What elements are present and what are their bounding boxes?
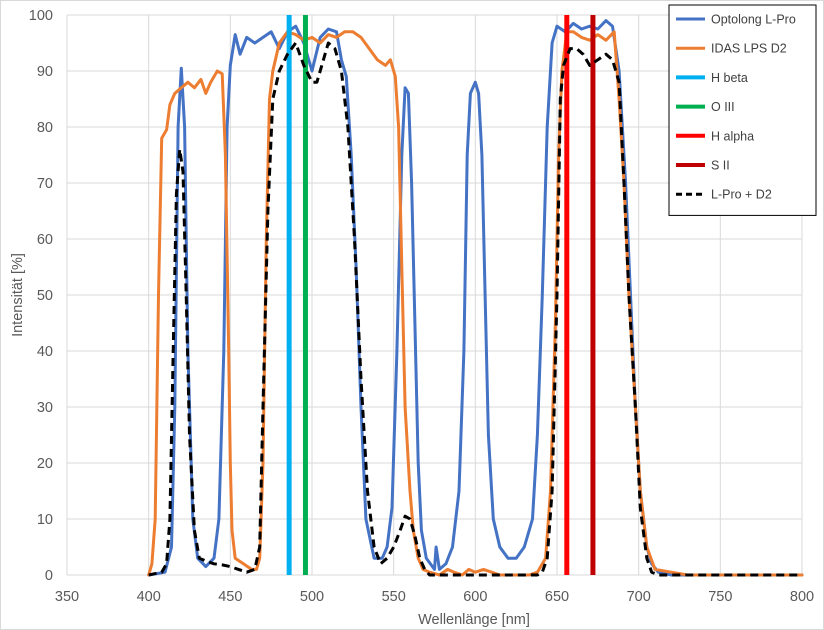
y-tick-label: 10 <box>37 512 53 528</box>
y-tick-label: 30 <box>37 400 53 416</box>
y-tick-label: 80 <box>37 120 53 136</box>
legend-label: L-Pro + D2 <box>711 188 772 202</box>
series-line-idas-lps-d2 <box>147 30 804 577</box>
x-tick-label: 400 <box>137 589 161 605</box>
series-lines <box>147 15 804 577</box>
y-axis-title: Intensität [%] <box>10 253 26 337</box>
legend-label: H alpha <box>711 129 754 143</box>
y-tick-label: 90 <box>37 64 53 80</box>
x-tick-label: 700 <box>627 589 651 605</box>
y-tick-label: 100 <box>29 8 53 24</box>
y-tick-label: 40 <box>37 344 53 360</box>
x-tick-label: 800 <box>790 589 814 605</box>
series-line-l-pro-d2 <box>148 41 802 577</box>
y-tick-label: 0 <box>45 568 53 584</box>
x-tick-label: 350 <box>55 589 79 605</box>
legend-label: O III <box>711 100 735 114</box>
series-line-optolong-l-pro <box>147 19 804 577</box>
y-tick-label: 70 <box>37 176 53 192</box>
legend-label: H beta <box>711 71 748 85</box>
x-tick-label: 650 <box>545 589 569 605</box>
y-tick-label: 50 <box>37 288 53 304</box>
x-tick-label: 600 <box>463 589 487 605</box>
x-axis-title: Wellenlänge [nm] <box>418 612 530 628</box>
x-tick-label: 750 <box>708 589 732 605</box>
x-tick-label: 550 <box>382 589 406 605</box>
y-tick-label: 60 <box>37 232 53 248</box>
x-tick-label: 500 <box>300 589 324 605</box>
x-tick-label: 450 <box>218 589 242 605</box>
legend-box <box>668 4 817 216</box>
legend-label: Optolong L-Pro <box>711 13 796 27</box>
legend-label: IDAS LPS D2 <box>711 42 787 56</box>
legend: Optolong L-Pro IDAS LPS D2 H beta O III H al… <box>668 4 817 216</box>
axis-tick-labels: 0 10 20 30 40 50 60 70 80 90 100 350 400 450 500 550 600… <box>29 8 814 605</box>
y-tick-label: 20 <box>37 456 53 472</box>
legend-label: S II <box>711 159 730 173</box>
